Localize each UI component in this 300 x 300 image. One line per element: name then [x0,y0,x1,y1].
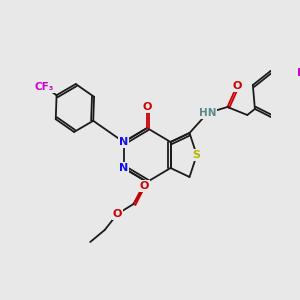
Text: O: O [112,209,122,219]
Text: N: N [119,163,128,173]
Text: N: N [119,137,128,147]
Text: O: O [233,81,242,91]
Text: CF₃: CF₃ [35,82,54,92]
Text: S: S [193,150,201,160]
Text: F: F [297,68,300,78]
Text: O: O [140,181,149,191]
Text: O: O [142,102,152,112]
Text: HN: HN [199,108,216,118]
